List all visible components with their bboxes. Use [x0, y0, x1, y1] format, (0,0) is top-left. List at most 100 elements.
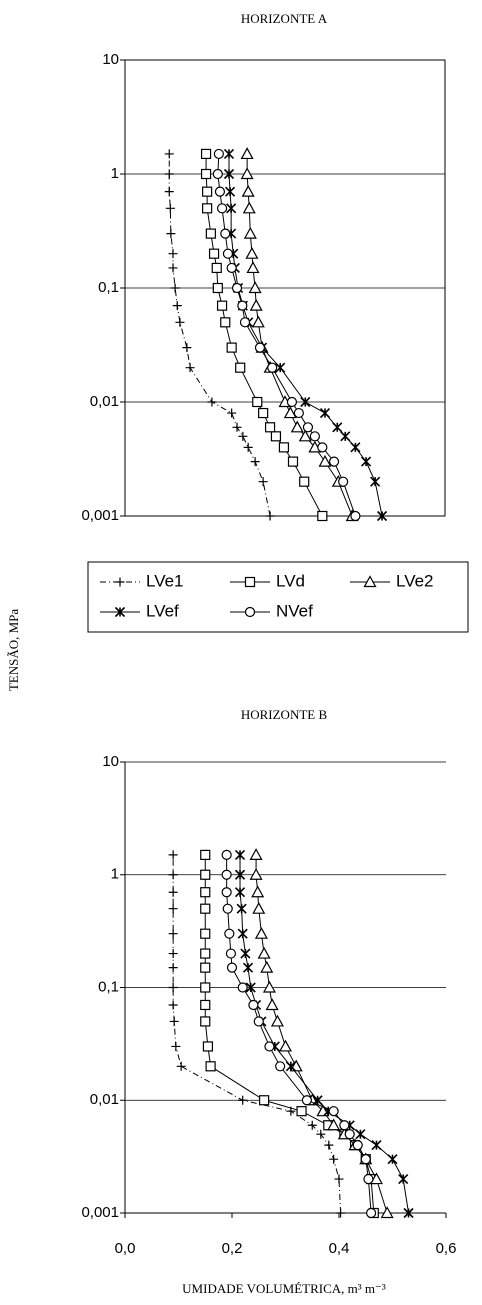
marker [260, 960, 274, 973]
marker [296, 1106, 307, 1117]
y-tick-label: 10 [102, 753, 119, 770]
marker [309, 431, 320, 442]
marker [182, 343, 192, 353]
marker [168, 870, 178, 880]
marker [338, 476, 349, 487]
legend-label: NVef [276, 601, 313, 620]
marker [168, 263, 178, 273]
marker [200, 903, 211, 914]
marker [264, 422, 276, 433]
legend-label: LVd [276, 571, 305, 590]
marker [267, 362, 278, 373]
marker [244, 576, 256, 588]
marker [366, 1207, 377, 1219]
marker [324, 1140, 334, 1150]
marker [350, 510, 361, 522]
marker [258, 477, 268, 487]
x-axis-label: UMIDADE VOLUMÉTRICA, m³ m⁻³ [182, 1281, 386, 1296]
marker [329, 1154, 339, 1164]
marker [200, 928, 211, 939]
marker [243, 226, 257, 239]
marker [334, 1174, 344, 1184]
marker [221, 887, 232, 898]
marker [278, 442, 290, 453]
marker [245, 982, 256, 993]
marker [237, 300, 248, 311]
x-tick-label: 0,2 [222, 1240, 243, 1257]
marker [169, 1016, 179, 1026]
marker [223, 148, 235, 159]
marker [168, 929, 178, 939]
marker [240, 948, 251, 959]
marker [363, 1173, 374, 1185]
marker [265, 511, 275, 521]
marker [307, 1120, 317, 1130]
marker [168, 949, 178, 959]
x-tick-label: 0,0 [115, 1240, 136, 1257]
marker [377, 510, 388, 522]
marker [361, 456, 372, 467]
marker [242, 962, 254, 973]
marker [205, 1061, 216, 1072]
marker [237, 982, 248, 993]
marker [293, 407, 304, 419]
y-tick-label: 0,001 [81, 507, 119, 524]
marker [298, 429, 312, 442]
marker [236, 903, 247, 914]
marker [371, 1140, 382, 1151]
marker [398, 1173, 409, 1185]
marker [285, 1061, 296, 1072]
marker [242, 201, 256, 214]
marker [168, 887, 178, 897]
marker [202, 203, 213, 214]
marker [319, 407, 331, 419]
x-tick-label: 0,6 [436, 1240, 457, 1257]
marker [238, 431, 248, 441]
y-tick-label: 1 [111, 866, 119, 883]
y-tick-label: 1 [111, 165, 119, 182]
marker [243, 442, 253, 452]
marker [344, 1129, 355, 1140]
marker [237, 928, 248, 939]
marker [352, 1140, 363, 1151]
marker [168, 850, 178, 860]
marker [202, 1041, 214, 1052]
marker [283, 406, 297, 419]
marker [164, 187, 174, 197]
marker [200, 982, 211, 993]
series-line [239, 854, 410, 1214]
marker [270, 1014, 284, 1027]
marker [302, 422, 314, 433]
marker [252, 396, 263, 408]
marker [265, 998, 279, 1011]
marker [270, 431, 282, 442]
marker [211, 262, 222, 274]
y-tick-label: 0,01 [90, 1091, 119, 1108]
marker [253, 1016, 264, 1027]
marker [231, 282, 243, 294]
marker [224, 928, 235, 939]
y-tick-label: 0,01 [90, 393, 119, 410]
marker [278, 1039, 293, 1052]
marker [363, 575, 377, 588]
marker [165, 203, 175, 213]
marker [200, 849, 211, 860]
marker [250, 457, 260, 467]
marker [380, 1206, 394, 1219]
marker [239, 317, 251, 328]
marker [226, 962, 238, 973]
chart-title: HORIZONTE B [241, 707, 328, 722]
marker [232, 422, 242, 432]
marker [212, 168, 223, 180]
marker [370, 476, 381, 487]
legend-label: LVe1 [146, 571, 184, 590]
y-tick-label: 0,1 [98, 279, 119, 296]
marker [339, 1120, 350, 1131]
marker [226, 262, 237, 274]
marker [212, 282, 223, 294]
marker [168, 983, 178, 992]
marker [223, 168, 235, 180]
marker [286, 396, 298, 408]
marker [207, 397, 217, 407]
